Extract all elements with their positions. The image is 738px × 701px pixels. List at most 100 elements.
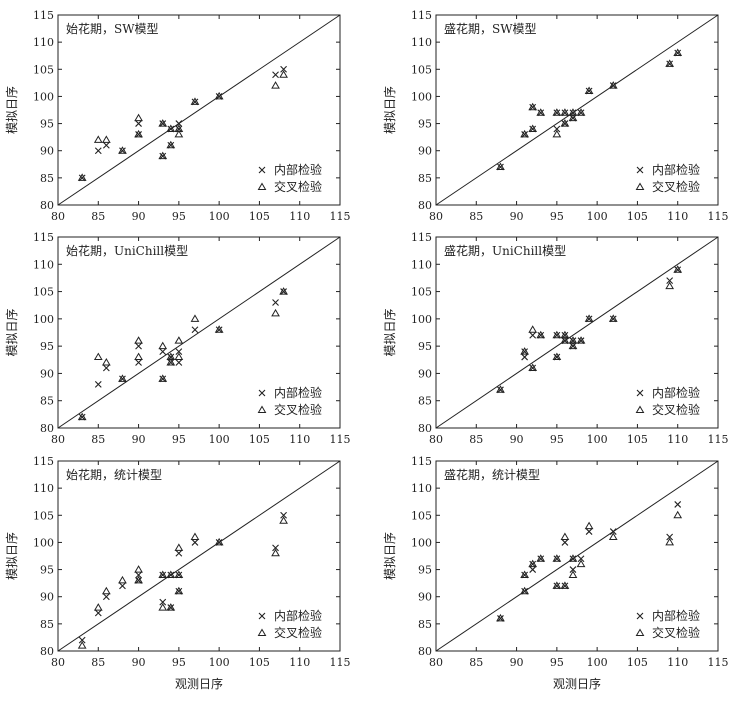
point-internal [175, 348, 183, 355]
x-tick-label: 115 [330, 210, 351, 223]
point-internal [159, 348, 167, 355]
point-cross [552, 581, 562, 589]
series-internal [497, 266, 682, 394]
y-tick-label: 100 [411, 313, 432, 326]
x-tick-label: 100 [587, 210, 608, 223]
point-cross [158, 151, 168, 160]
plot-frame [57, 460, 341, 652]
one-to-one-line [57, 460, 341, 652]
x-tick-label: 95 [550, 433, 564, 446]
point-cross [673, 48, 683, 56]
y-tick-label: 110 [33, 36, 54, 49]
x-tick-label: 80 [51, 210, 65, 223]
y-tick-label: 100 [33, 536, 54, 549]
y-tick-label: 105 [33, 286, 54, 299]
point-cross [190, 97, 200, 105]
point-cross [279, 70, 288, 78]
point-internal [94, 147, 102, 155]
point-cross [271, 81, 280, 89]
y-tick-label: 90 [418, 591, 432, 604]
x-tick-label: 110 [667, 210, 688, 223]
panel-title: 盛花期，SW模型 [444, 21, 537, 36]
y-tick-label: 95 [418, 340, 432, 353]
point-cross [584, 86, 594, 94]
one-to-one-line [57, 14, 341, 206]
panel-title: 始花期，SW模型 [66, 21, 159, 36]
x-tick-label: 95 [550, 656, 564, 669]
x-tick-label: 85 [91, 656, 105, 669]
x-tick-label: 85 [469, 433, 483, 446]
point-internal [577, 555, 585, 563]
legend-marker [636, 389, 644, 397]
point-cross [118, 146, 127, 154]
y-tick-label: 90 [418, 145, 432, 158]
legend-label: 内部检验 [652, 385, 700, 400]
point-cross [190, 532, 200, 540]
point-internal [561, 539, 569, 546]
point-internal [553, 582, 561, 590]
legend-marker [636, 166, 644, 174]
x-tick-label: 90 [510, 433, 524, 446]
point-cross [520, 129, 529, 138]
x-axis-label: 观测日序 [553, 676, 601, 691]
point-cross [134, 113, 143, 122]
point-cross [552, 330, 562, 339]
point-cross [190, 314, 200, 322]
point-internal [119, 147, 126, 155]
legend-marker [257, 182, 267, 190]
x-tick-label: 80 [429, 433, 443, 446]
point-cross [93, 352, 103, 361]
point-cross [118, 575, 127, 584]
y-tick-label: 110 [411, 36, 432, 49]
plot-frame [435, 460, 719, 652]
point-internal [102, 364, 110, 372]
y-tick-label: 85 [418, 395, 432, 408]
y-tick-label: 80 [40, 199, 54, 212]
x-tick-label: 105 [627, 656, 648, 669]
x-tick-label: 80 [51, 433, 65, 446]
series-cross [496, 265, 683, 393]
y-tick-label: 90 [418, 367, 432, 380]
point-internal [119, 582, 126, 590]
point-internal [272, 299, 279, 306]
point-internal [191, 326, 199, 334]
legend-label: 交叉检验 [274, 402, 322, 417]
series-cross [496, 48, 683, 170]
y-tick-label: 110 [411, 482, 432, 495]
y-tick-label: 95 [418, 118, 432, 131]
series-internal [497, 501, 682, 622]
point-cross [134, 129, 143, 138]
point-cross [101, 358, 111, 366]
point-internal [609, 528, 617, 535]
point-cross [552, 554, 562, 562]
point-internal [280, 65, 287, 73]
point-cross [101, 135, 111, 143]
point-internal [674, 501, 682, 508]
plot-frame [57, 236, 341, 429]
point-cross [568, 570, 578, 578]
point-internal [167, 353, 175, 361]
x-tick-label: 80 [51, 656, 65, 669]
point-cross [568, 113, 578, 122]
point-internal [561, 120, 569, 127]
series-cross [77, 287, 288, 421]
point-internal [94, 380, 102, 388]
y-tick-label: 100 [33, 90, 54, 103]
x-tick-label: 110 [289, 656, 310, 669]
point-internal [78, 174, 86, 182]
point-internal [569, 555, 577, 563]
point-cross [560, 336, 570, 344]
legend-marker [258, 166, 266, 174]
legend-label: 交叉检验 [652, 625, 700, 640]
legend-label: 交叉检验 [274, 179, 322, 194]
point-cross [568, 341, 578, 350]
x-tick-label: 95 [550, 210, 564, 223]
x-tick-label: 90 [132, 210, 146, 223]
y-tick-label: 80 [40, 645, 54, 658]
y-tick-label: 100 [33, 313, 54, 326]
point-internal [666, 533, 674, 541]
